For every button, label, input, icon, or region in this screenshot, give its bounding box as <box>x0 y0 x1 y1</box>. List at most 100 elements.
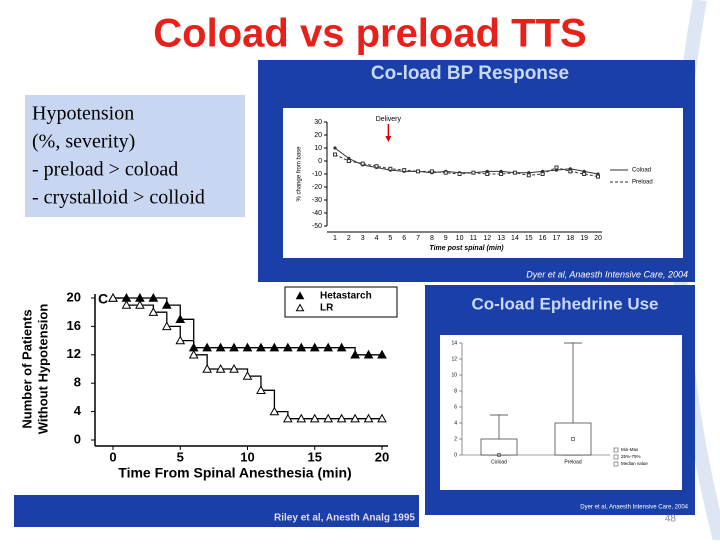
data-point <box>269 342 280 352</box>
x-tick-label: 15 <box>308 449 322 464</box>
x-tick-label: 20 <box>594 235 602 242</box>
data-point <box>269 406 280 416</box>
data-point <box>175 314 186 323</box>
data-point <box>540 172 545 176</box>
x-tick-label: Preload <box>564 459 581 465</box>
data-point <box>309 342 320 352</box>
y-tick-label: 14 <box>451 340 457 346</box>
textbox-line: Hypotension <box>32 103 134 125</box>
data-point <box>350 413 360 423</box>
x-tick-label: 5 <box>388 235 392 242</box>
ephedrine-plot-area <box>440 335 682 490</box>
data-point <box>350 349 360 359</box>
data-point <box>582 172 587 176</box>
data-point <box>175 335 186 345</box>
data-point <box>377 413 387 423</box>
ephedrine-source: Dyer et al, Anaesth Intensive Care, 2004 <box>580 505 688 511</box>
data-point <box>202 363 212 373</box>
x-tick-label: 16 <box>539 235 547 242</box>
legend-label: Preload <box>632 180 653 186</box>
y-tick-label: -20 <box>312 184 322 191</box>
data-point <box>443 170 448 175</box>
series-line <box>334 147 599 175</box>
bp-title: Co-load BP Response <box>371 63 569 84</box>
data-point <box>296 413 307 423</box>
data-point <box>188 349 199 359</box>
y-tick-label: 2 <box>454 436 457 442</box>
y-tick-label: 10 <box>314 145 322 152</box>
legend-swatch <box>613 454 619 460</box>
data-point <box>554 165 559 170</box>
textbox-line: - crystalloid > colloid <box>32 187 205 209</box>
data-point <box>333 152 337 157</box>
data-point <box>346 159 351 163</box>
data-point <box>377 349 387 359</box>
y-tick-label: 8 <box>74 375 81 390</box>
x-tick-label: 18 <box>566 235 574 242</box>
x-tick-label: 10 <box>456 235 464 242</box>
x-tick-label: 17 <box>553 235 561 242</box>
data-point <box>161 300 172 309</box>
y-tick-label: 12 <box>451 356 457 362</box>
legend-swatch <box>613 461 619 467</box>
y-tick-label: 0 <box>318 158 322 165</box>
y-tick-label: -40 <box>312 210 322 217</box>
data-point <box>457 172 462 176</box>
legend-swatch <box>613 447 619 453</box>
data-point <box>148 292 159 302</box>
data-point <box>256 385 266 394</box>
textbox-line: (%, severity) <box>32 131 135 153</box>
legend-marker <box>295 291 305 300</box>
ephedrine-title: Co-load Ephedrine Use <box>471 294 658 313</box>
textbox-lines: Hypotension (%, severity) - preload > co… <box>32 103 205 209</box>
data-point <box>121 300 132 309</box>
data-point <box>296 342 307 352</box>
data-point <box>242 371 253 380</box>
data-point <box>374 164 379 169</box>
y-tick-label: 12 <box>67 346 81 361</box>
series-line <box>334 154 599 178</box>
data-point <box>526 173 531 178</box>
x-tick-label: 1 <box>333 235 337 242</box>
x-tick-label: 6 <box>402 235 406 242</box>
data-point <box>363 349 374 359</box>
slide-title: Coload vs preload TTS <box>153 12 586 56</box>
y-tick-label: 4 <box>454 420 457 426</box>
median <box>571 437 575 441</box>
x-tick-label: 13 <box>497 235 505 242</box>
bp-source: Dyer et al, Anaesth Intensive Care, 2004 <box>526 269 688 279</box>
y-tick-label: 0 <box>74 431 81 446</box>
x-tick-label: 10 <box>240 449 254 464</box>
data-point <box>360 161 365 166</box>
y-axis-label: Without Hypotension <box>35 304 50 435</box>
y-tick-label: 16 <box>67 318 81 333</box>
box <box>554 422 592 456</box>
textbox <box>25 95 245 217</box>
x-tick-label: 0 <box>109 449 116 464</box>
x-tick-label: 8 <box>430 235 434 242</box>
x-tick-label: 15 <box>525 235 533 242</box>
y-tick-label: 8 <box>454 388 457 394</box>
legend-label: LR <box>320 303 334 314</box>
annotation-arrowhead <box>385 136 392 142</box>
legend-label: Min-Max <box>621 447 639 452</box>
legend-label: Hetastarch <box>320 291 372 302</box>
box <box>480 438 518 456</box>
data-point <box>568 169 573 174</box>
patients-source-strip <box>14 495 419 527</box>
data-point <box>229 363 239 373</box>
legend-label: Median value <box>621 461 648 466</box>
data-point <box>336 413 347 423</box>
y-tick-label: -50 <box>312 223 322 230</box>
textbox-line: - preload > coload <box>32 159 178 181</box>
data-point <box>309 413 320 423</box>
y-tick-label: -10 <box>312 171 322 178</box>
data-point <box>416 169 421 174</box>
y-tick-label: 0 <box>454 452 457 458</box>
y-tick-label: -30 <box>312 197 322 204</box>
data-point <box>256 342 266 352</box>
x-tick-label: 9 <box>444 235 448 242</box>
data-point <box>215 363 226 373</box>
data-point <box>402 168 407 173</box>
data-point <box>336 342 347 352</box>
